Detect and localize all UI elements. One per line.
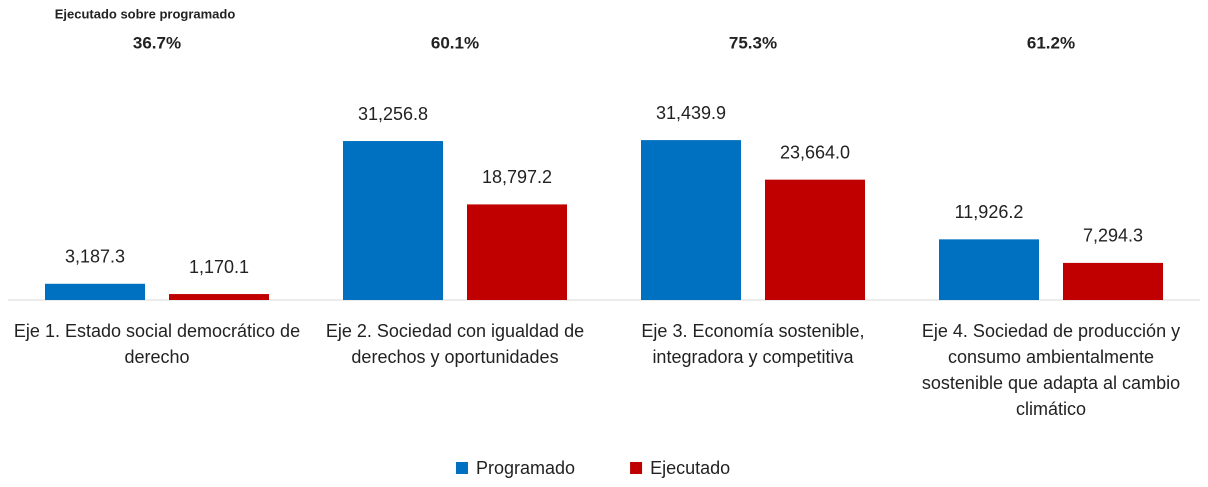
bar — [1063, 262, 1163, 300]
data-label: 3,187.3 — [65, 247, 125, 267]
legend-swatch — [456, 462, 468, 474]
x-tick-label: Eje 1. Estado social democrático de dere… — [13, 321, 301, 367]
data-label: 11,926.2 — [955, 202, 1024, 222]
data-label: 31,439.9 — [656, 103, 726, 123]
x-tick-label: Eje 2. Sociedad con igualdad de derechos… — [325, 321, 585, 367]
legend-label: Ejecutado — [650, 458, 730, 478]
annotation-title: Ejecutado sobre programado — [55, 6, 236, 21]
data-label: 23,664.0 — [780, 142, 850, 162]
annotation: 61.2% — [1027, 33, 1075, 52]
data-label: 7,294.3 — [1083, 226, 1143, 246]
bar — [45, 283, 145, 300]
legend-label: Programado — [476, 458, 575, 478]
x-tick-label: Eje 4. Sociedad de producción y consumo … — [921, 321, 1181, 419]
data-label: 18,797.2 — [482, 167, 552, 187]
data-label: 1,170.1 — [189, 257, 249, 277]
bar — [343, 141, 443, 300]
data-label: 31,256.8 — [358, 104, 428, 124]
annotation: 60.1% — [431, 33, 479, 52]
annotation: 75.3% — [729, 33, 777, 52]
legend-swatch — [630, 462, 643, 474]
bar — [169, 294, 269, 300]
bar — [641, 140, 741, 300]
bar — [939, 239, 1039, 300]
bar — [765, 179, 865, 300]
bar — [467, 204, 567, 300]
x-tick-label: Eje 3. Economía sostenible, integradora … — [641, 321, 865, 367]
annotation: 36.7% — [133, 33, 181, 52]
